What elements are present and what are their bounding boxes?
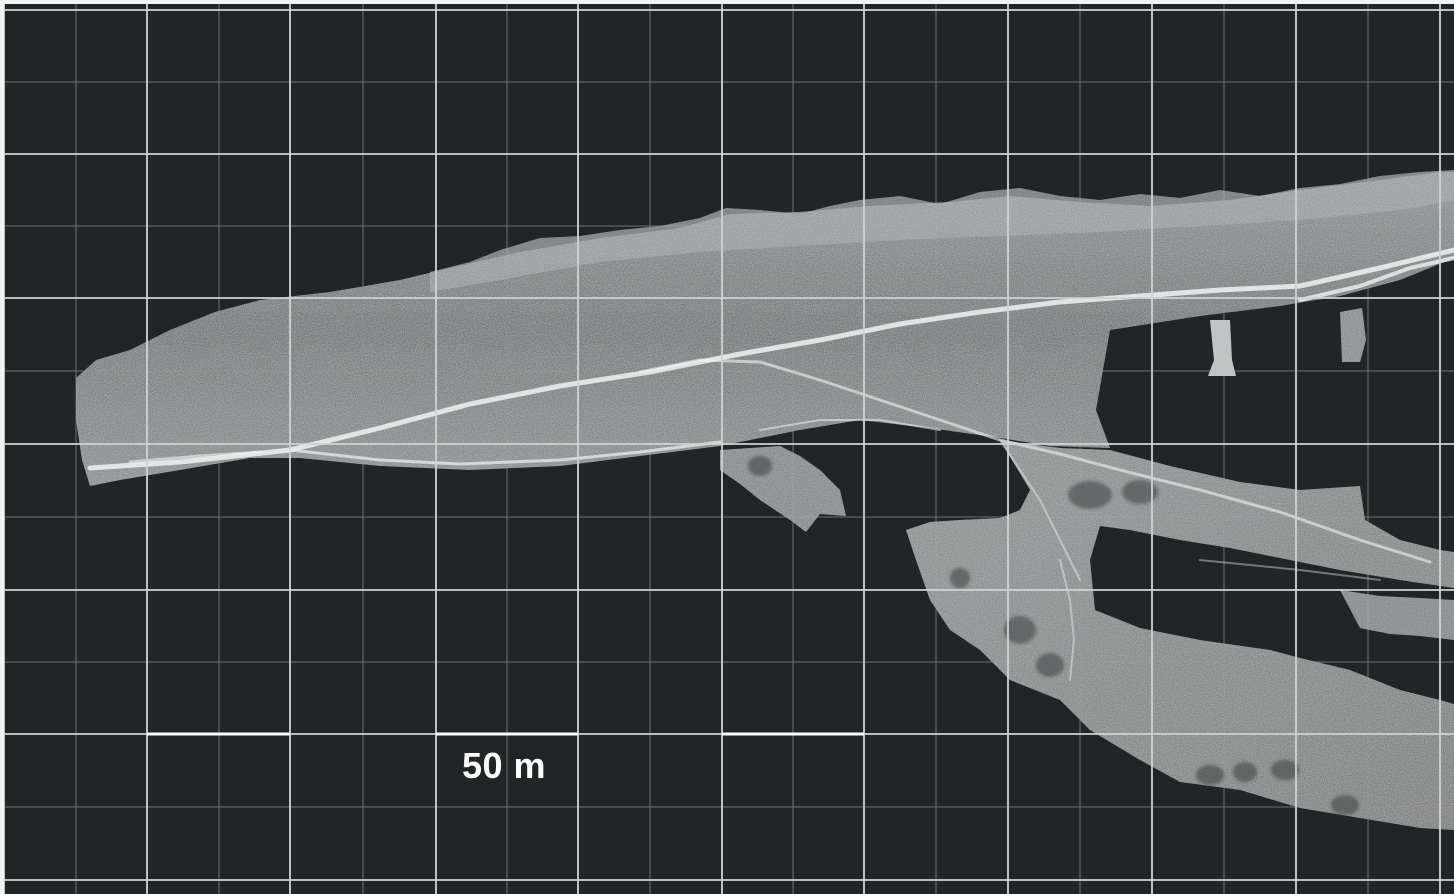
point-cloud-upper-passage [76, 170, 1454, 486]
viewport-top-border [0, 0, 1454, 4]
viewport-left-border [0, 0, 4, 894]
point-cloud-lower-branch [720, 308, 1454, 830]
scale-bar-label: 50 m [462, 745, 547, 786]
point-cloud-dark-patches [748, 456, 1359, 815]
point-cloud-ridges [87, 247, 1454, 681]
